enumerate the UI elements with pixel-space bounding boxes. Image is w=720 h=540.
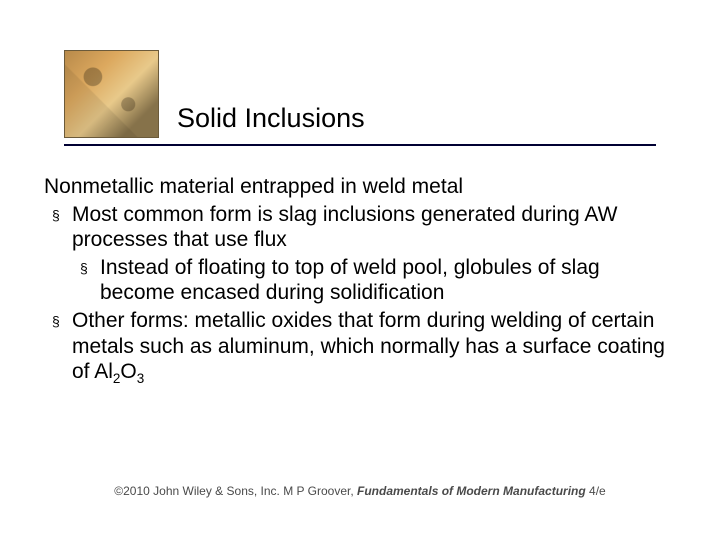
slide-title: Solid Inclusions — [177, 103, 365, 138]
bullet-text-pre: Other forms: metallic oxides that form d… — [72, 309, 665, 383]
bullet-level-2: § Instead of floating to top of weld poo… — [80, 255, 676, 306]
slide: Solid Inclusions Nonmetallic material en… — [0, 0, 720, 540]
slide-footer: ©2010 John Wiley & Sons, Inc. M P Groove… — [0, 484, 720, 498]
slide-header: Solid Inclusions — [64, 50, 656, 146]
bullet-text: Instead of floating to top of weld pool,… — [100, 255, 676, 306]
bullet-level-1: § Other forms: metallic oxides that form… — [52, 308, 676, 388]
bullet-marker-icon: § — [52, 308, 72, 388]
header-thumbnail-image — [64, 50, 159, 138]
intro-text: Nonmetallic material entrapped in weld m… — [44, 174, 676, 200]
bullet-text-mid: O — [120, 360, 136, 383]
bullet-text: Most common form is slag inclusions gene… — [72, 202, 676, 253]
footer-book-title: Fundamentals of Modern Manufacturing — [357, 484, 586, 498]
footer-edition: 4/e — [586, 484, 606, 498]
footer-copyright: ©2010 John Wiley & Sons, Inc. M P Groove… — [114, 484, 357, 498]
bullet-marker-icon: § — [80, 255, 100, 306]
bullet-marker-icon: § — [52, 202, 72, 253]
bullet-text: Other forms: metallic oxides that form d… — [72, 308, 676, 388]
subscript: 3 — [137, 371, 145, 386]
slide-body: Nonmetallic material entrapped in weld m… — [44, 174, 676, 388]
bullet-level-1: § Most common form is slag inclusions ge… — [52, 202, 676, 253]
